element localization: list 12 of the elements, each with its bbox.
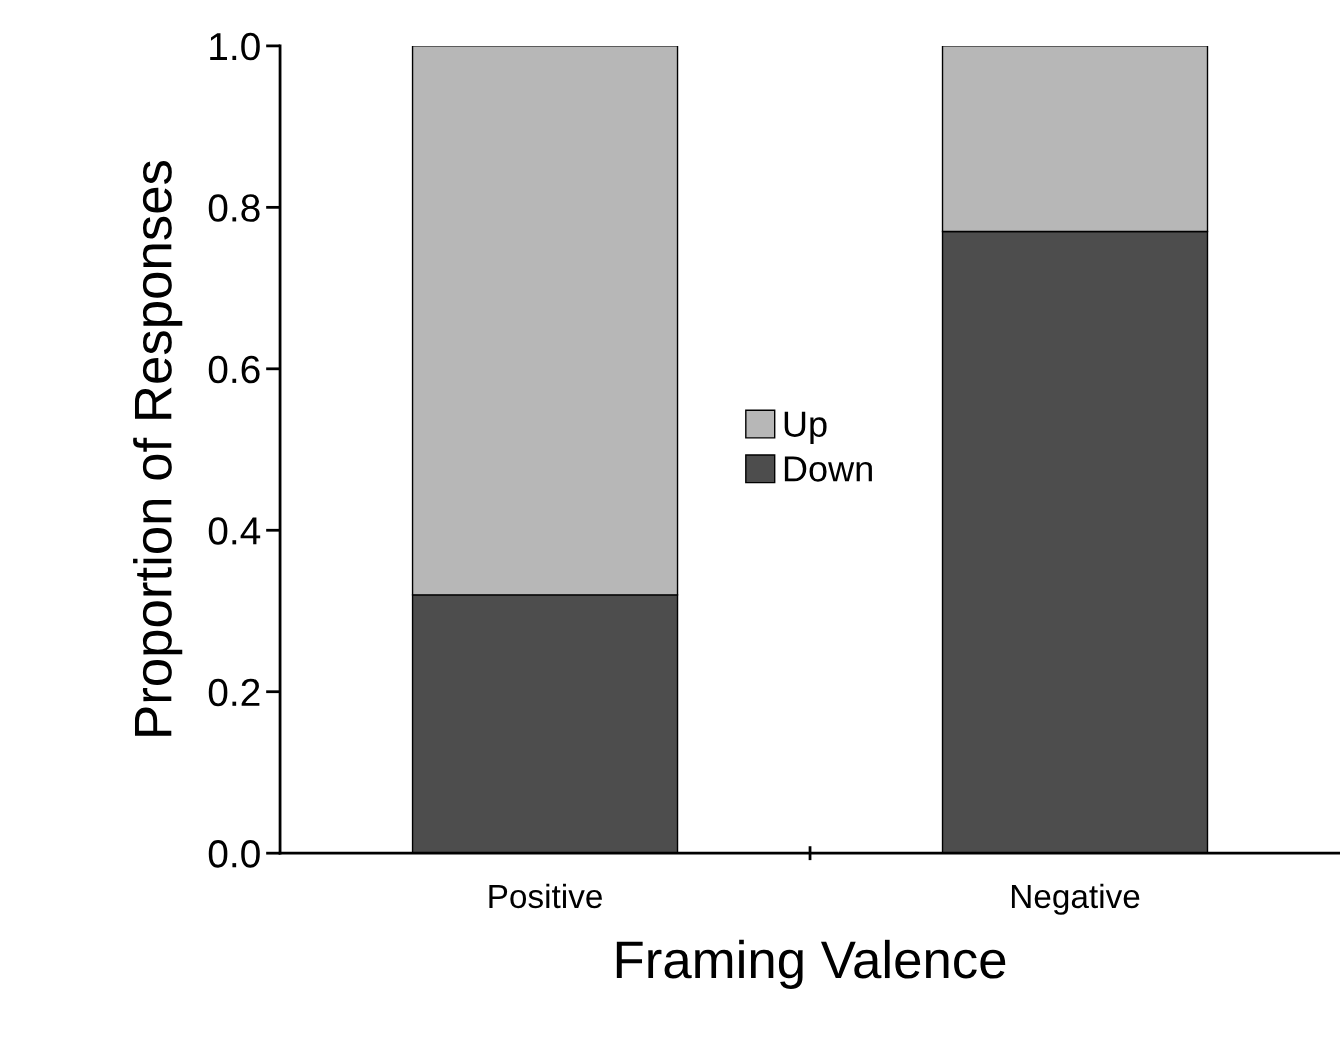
y-tick-label: 0.4	[208, 517, 261, 545]
y-axis-title: Proportion of Responses	[133, 160, 183, 736]
y-tick-label: 0.8	[208, 194, 260, 222]
x-tick-label: Negative	[1011, 883, 1140, 915]
y-tick-label: 0.2	[208, 678, 260, 707]
y-tick-label: 1.0	[210, 32, 260, 61]
y-tick-label: 0.0	[208, 840, 260, 868]
legend-label: Down	[784, 456, 872, 482]
legend-label: Up	[784, 411, 827, 445]
x-axis-title: Framing Valence	[616, 939, 1006, 989]
y-tick-label: 0.6	[208, 355, 260, 384]
x-tick-label: Positive	[489, 883, 602, 909]
